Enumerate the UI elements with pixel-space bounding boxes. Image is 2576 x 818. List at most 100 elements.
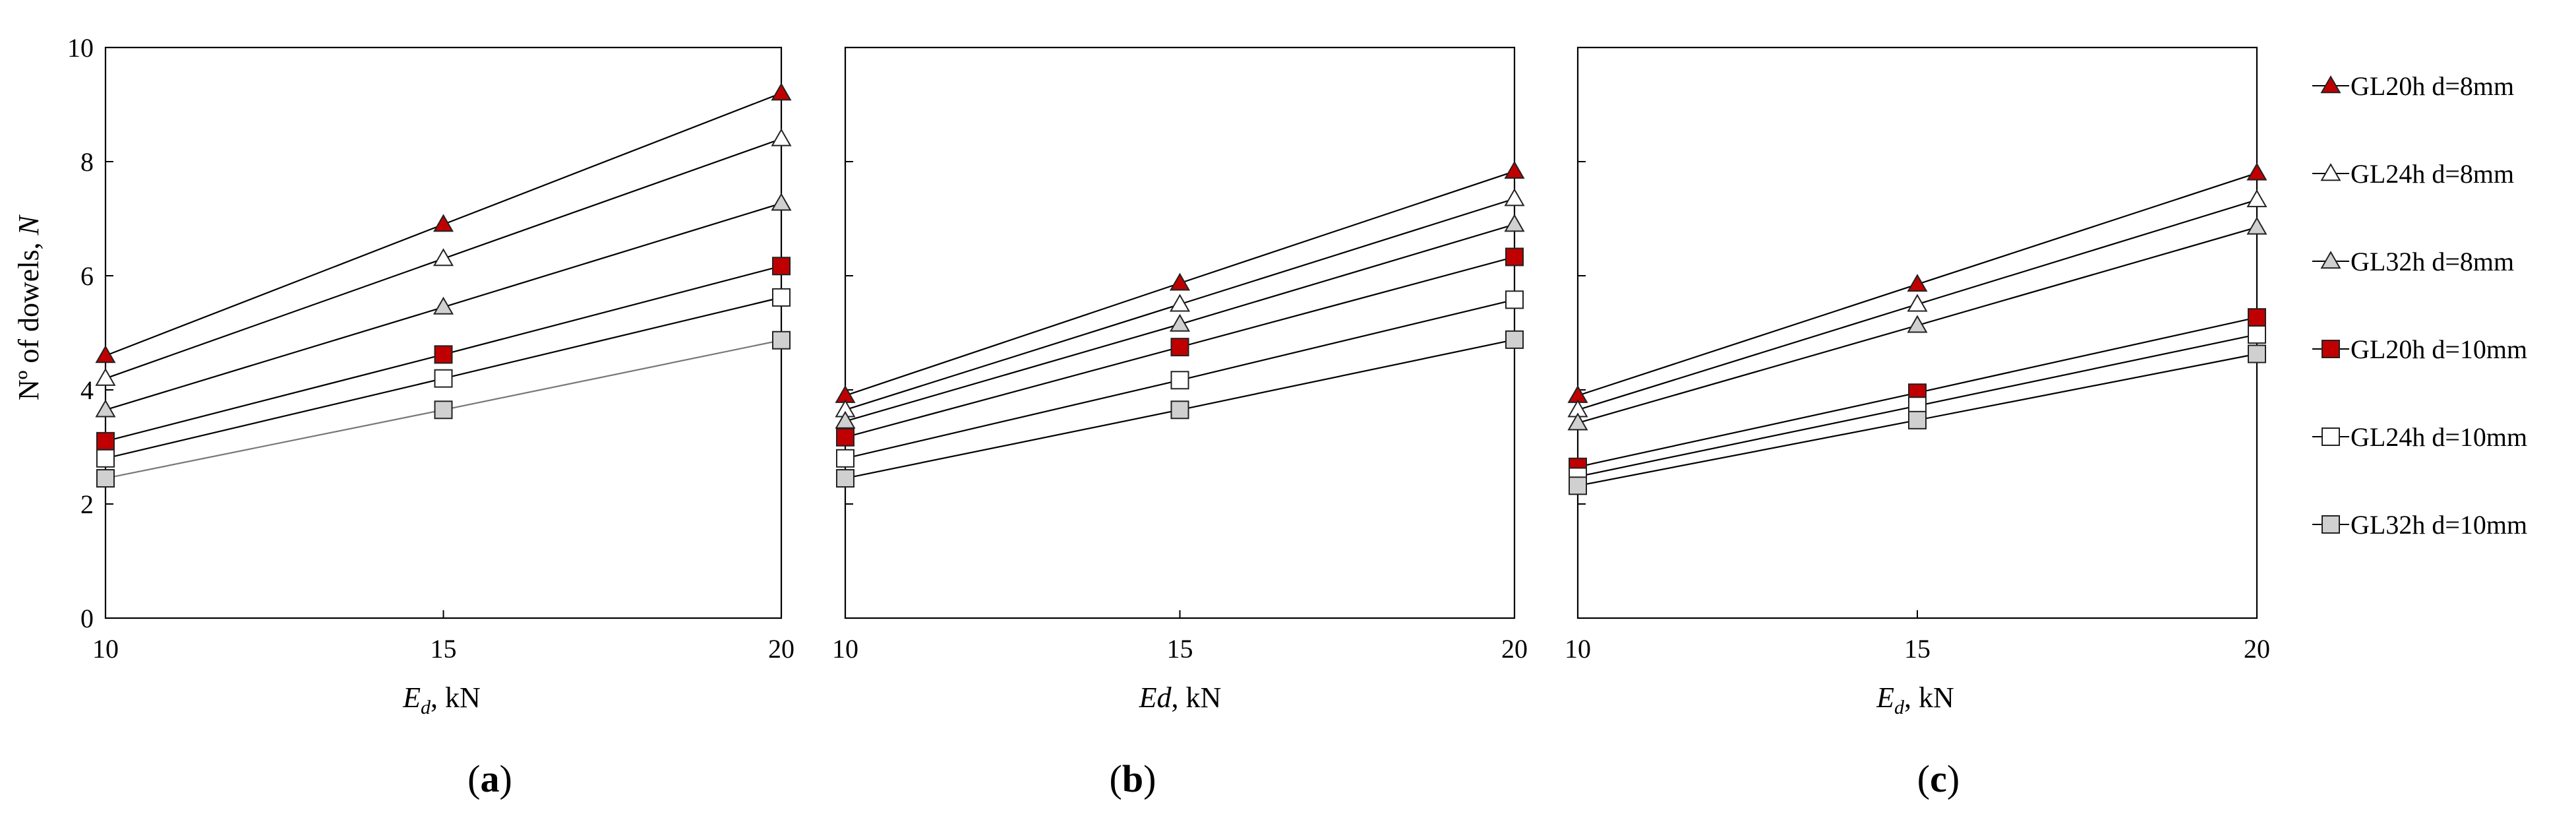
legend-marker-square xyxy=(2321,427,2340,446)
panel-a-series-gl20h-d-10mm xyxy=(96,257,791,451)
panel-c-data-point xyxy=(2246,189,2267,208)
legend-marker-triangle xyxy=(2320,163,2341,181)
legend-marker-square xyxy=(2321,515,2340,534)
panel-c-x-tick-label: 20 xyxy=(2244,634,2270,664)
panel-b-xlabel-unit: , kN xyxy=(1172,681,1222,714)
panel-b-x-tick-label: 15 xyxy=(1167,634,1193,664)
legend-label: GL20h d=8mm xyxy=(2351,71,2514,101)
legend-label: GL24h d=8mm xyxy=(2351,159,2514,189)
legend-item: GL24h d=10mm xyxy=(2312,422,2527,452)
panel-a-data-point xyxy=(771,193,792,211)
y-axis-label-symbol: N xyxy=(13,214,45,236)
legend-marker-icon xyxy=(2312,75,2349,94)
panel-c-label-open: ( xyxy=(1917,757,1930,800)
legend-marker-icon xyxy=(2312,163,2349,181)
panel-a-label: (a) xyxy=(467,757,512,800)
panel-a-series-gl32h-d-10mm xyxy=(96,330,791,488)
panel-b-series-gl32h-d-8mm xyxy=(835,214,1525,429)
panel-c-label-close: ) xyxy=(1947,757,1960,800)
y-tick-label: 6 xyxy=(80,261,94,291)
panel-a-data-point xyxy=(434,400,453,420)
panel-c-series-gl32h-d-8mm xyxy=(1567,216,2267,431)
panel-b-series-gl24h-d-10mm xyxy=(836,290,1524,468)
panel-c-data-point xyxy=(1567,412,1588,431)
legend-marker-icon xyxy=(2312,251,2349,269)
y-tick-label: 2 xyxy=(80,489,94,519)
panel-b-label: (b) xyxy=(1110,757,1156,800)
panel-a-data-point xyxy=(434,345,453,364)
panel-c-label-letter: c xyxy=(1930,757,1947,800)
panel-b-data-point xyxy=(836,469,854,488)
panel-b-data-point xyxy=(1170,338,1189,357)
y-tick-label: 0 xyxy=(80,604,94,633)
panel-b-xlabel-symbol: Ed xyxy=(1139,681,1172,714)
panel-a-data-point xyxy=(434,369,453,388)
panel-a-series-gl24h-d-8mm xyxy=(95,128,792,386)
panel-b-data-point xyxy=(1504,214,1525,232)
panel-a-xlabel-symbol: E xyxy=(402,681,421,714)
panel-b-x-tick-label: 10 xyxy=(832,634,858,664)
panel-b-series-gl20h-d-8mm xyxy=(835,160,1525,403)
panel-a-plot: 0 2 4 6 8 10 10 15 20 xyxy=(67,33,794,664)
panel-c-x-tick-label: 10 xyxy=(1565,634,1591,664)
panel-c-data-point xyxy=(2248,325,2266,344)
panel-a-data-point xyxy=(96,449,115,468)
panel-c-series-gl20h-d-8mm xyxy=(1567,162,2267,403)
panel-b-series-gl24h-d-8mm xyxy=(835,188,1525,418)
legend-marker-square xyxy=(2321,340,2340,358)
panel-a-xlabel: Ed, kN xyxy=(402,681,481,718)
panel-a-data-point xyxy=(95,345,116,363)
legend-marker-triangle xyxy=(2320,251,2341,269)
panel-a-data-point xyxy=(772,288,791,307)
panel-b-data-point xyxy=(835,410,856,429)
panel-a-series-gl24h-d-10mm xyxy=(96,288,791,468)
panel-a-data-point xyxy=(772,257,791,276)
legend-label: GL32h d=8mm xyxy=(2351,247,2514,276)
panel-b-data-point xyxy=(1169,313,1191,332)
panel-a-data-point xyxy=(433,248,454,267)
panel-b-data-point xyxy=(1170,371,1189,390)
panel-b-x-tick-label: 20 xyxy=(1501,634,1528,664)
panel-a-x-tick-label: 20 xyxy=(768,634,794,664)
panel-a-x-tick-label: 10 xyxy=(92,634,119,664)
panel-c-data-point xyxy=(1569,476,1587,495)
panel-b-data-point xyxy=(1504,188,1525,206)
panel-c-xlabel-subscript: d xyxy=(1894,697,1905,718)
legend-marker-icon xyxy=(2312,427,2349,446)
panel-b-data-point xyxy=(1505,290,1524,309)
panel-b-data-point xyxy=(1169,294,1191,312)
legend-item: GL32h d=10mm xyxy=(2312,510,2527,540)
panel-c-series-gl32h-d-10mm xyxy=(1569,344,2266,495)
panel-a-xlabel-subscript: d xyxy=(421,697,431,718)
panel-a-series-gl32h-d-8mm xyxy=(95,193,792,418)
panel-b-data-point xyxy=(1170,400,1189,420)
legend-item: GL20h d=10mm xyxy=(2312,334,2527,364)
y-tick-label: 4 xyxy=(80,375,94,405)
panel-a-data-point xyxy=(433,296,454,315)
panel-a-label-open: ( xyxy=(467,757,480,800)
legend: GL20h d=8mm GL24h d=8mm GL32h d=8mm GL20… xyxy=(2312,71,2527,540)
y-axis-label-main: Nº of dowels, xyxy=(13,235,45,400)
panel-b-data-point xyxy=(1169,272,1191,291)
panel-a-series-gl20h-d-8mm xyxy=(95,82,792,363)
legend-label: GL32h d=10mm xyxy=(2351,510,2527,540)
panel-c-data-point xyxy=(1907,274,1928,292)
panel-c-data-point xyxy=(1908,410,1927,429)
panel-c-xlabel: Ed, kN xyxy=(1876,681,1954,718)
legend-label: GL20h d=10mm xyxy=(2351,334,2527,364)
panel-c-xlabel-unit: , kN xyxy=(1904,681,1954,714)
y-tick-label: 10 xyxy=(67,33,94,63)
panel-b-data-point xyxy=(1505,247,1524,267)
legend-label: GL24h d=10mm xyxy=(2351,422,2527,452)
panel-a-data-point xyxy=(95,367,116,386)
y-axis-label: Nº of dowels, N xyxy=(13,214,45,400)
legend-marker-icon xyxy=(2312,340,2349,358)
panel-a-xlabel-unit: , kN xyxy=(431,681,481,714)
panel-b-data-point xyxy=(1504,160,1525,179)
panel-c-data-point xyxy=(1907,294,1928,312)
panel-c-data-point xyxy=(2246,162,2267,181)
panel-c-series-gl24h-d-8mm xyxy=(1567,189,2267,418)
legend-item: GL20h d=8mm xyxy=(2312,71,2514,101)
panel-a-data-point xyxy=(433,214,454,232)
